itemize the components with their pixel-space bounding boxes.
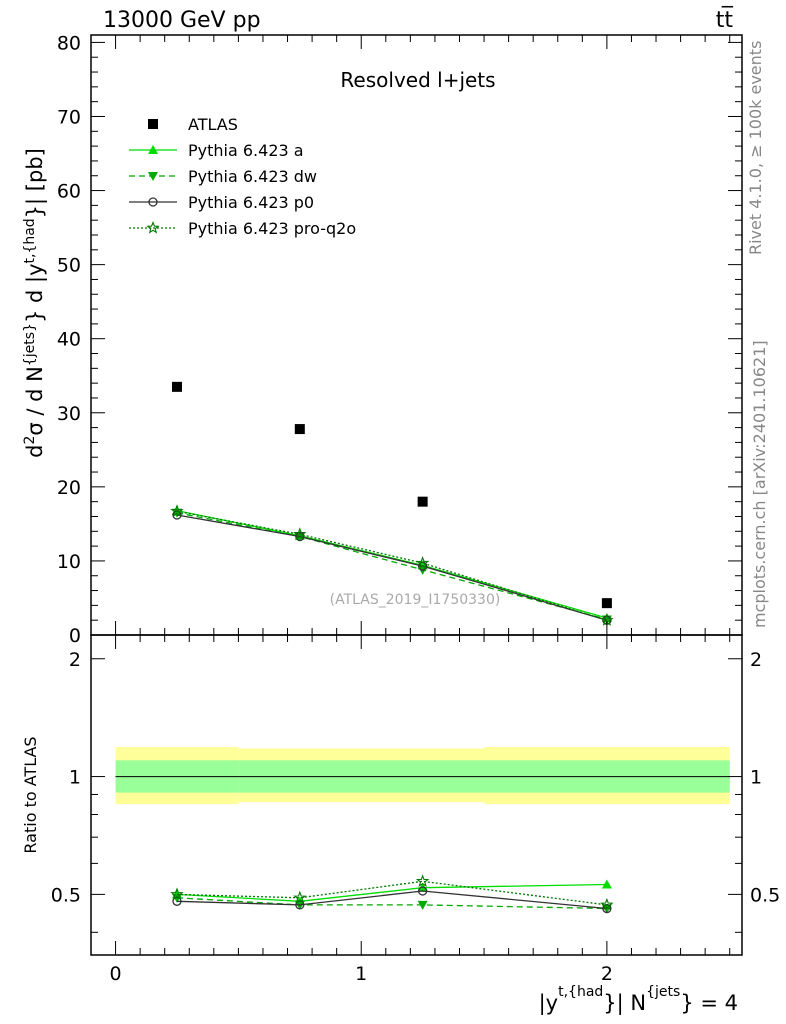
main-plot: Resolved l+jets (ATLAS_2019_I1750330) 0 1… bbox=[22, 32, 743, 647]
main-y-tick-label-3: 30 bbox=[57, 403, 81, 425]
main-y-tick-label-7: 70 bbox=[57, 106, 81, 128]
legend-marker-pythia-6-423-pro-q2o bbox=[146, 220, 160, 234]
legend-marker-pythia-6-423-p0 bbox=[148, 197, 158, 207]
ratio-y-tick-label-left-2: 2 bbox=[69, 649, 81, 671]
ratio-y-tick-label-right-2: 2 bbox=[750, 649, 762, 671]
ratio-line-pythia-6-423-a bbox=[176, 883, 607, 902]
main-y-tick-label-8: 80 bbox=[57, 32, 81, 54]
main-point-pythia-6-423-pro-q2o-0 bbox=[170, 504, 184, 517]
legend-label-pythia-6-423-dw: Pythia 6.423 dw bbox=[188, 167, 317, 186]
ratio-x-tick-label-1: 1 bbox=[355, 963, 367, 985]
atlas-data-point-3 bbox=[601, 598, 612, 609]
header-process-label: tt̅ bbox=[716, 6, 734, 33]
ratio-point-pythia-6-423-pro-q2o-2 bbox=[415, 874, 430, 887]
legend: ATLAS Pythia 6.423 a Pythia 6.423 dw Pythia… bbox=[129, 115, 356, 238]
main-point-pythia-6-423-p0-1 bbox=[295, 531, 305, 542]
main-y-tick-label-2: 20 bbox=[57, 477, 81, 499]
ratio-line-pythia-6-423-p0 bbox=[176, 890, 607, 910]
legend-label-pythia-6-423-pro-q2o: Pythia 6.423 pro-q2o bbox=[188, 219, 356, 238]
ratio-point-pythia-6-423-p0-1 bbox=[295, 900, 305, 910]
ratio-plot-frame bbox=[90, 634, 743, 956]
main-y-tick-label-5: 50 bbox=[57, 255, 81, 277]
ratio-point-pythia-6-423-pro-q2o-0 bbox=[170, 887, 184, 901]
svg-text:|yt,{had}| N{jets} = 4: |yt,{had}| N{jets} = 4 bbox=[539, 984, 738, 1016]
ratio-plot: 0.5 0.5 1 1 2 2 0 1 2 Ratio to ATLAS |yt,{had}| … bbox=[21, 634, 780, 1016]
main-y-tick-label-6: 60 bbox=[57, 181, 81, 203]
legend-label-pythia-6-423-a: Pythia 6.423 a bbox=[188, 141, 304, 160]
main-point-pythia-6-423-pro-q2o-1 bbox=[293, 527, 307, 540]
main-y-axis-label: d2σ / d N{jets}} d |yt,{had}| [pb] bbox=[22, 148, 48, 458]
main-point-pythia-6-423-p0-0 bbox=[172, 510, 182, 520]
ratio-x-tick-label-2: 2 bbox=[601, 963, 613, 985]
legend-label-pythia-6-423-p0: Pythia 6.423 p0 bbox=[188, 193, 314, 212]
svg-text:d2σ / d N{jets}} d |yt,{had}|: d2σ / d N{jets}} d |yt,{had}| [pb] bbox=[22, 148, 48, 458]
watermark-label: (ATLAS_2019_I1750330) bbox=[330, 592, 501, 608]
main-plot-title: Resolved l+jets bbox=[340, 68, 495, 92]
main-line-pythia-6-423-a bbox=[176, 509, 608, 619]
ratio-point-pythia-6-423-a-3 bbox=[601, 879, 612, 889]
ratio-y-tick-label-left-0: 0.5 bbox=[51, 884, 81, 906]
mcplots-label: mcplots.cern.ch [arXiv:2401.10621] bbox=[750, 340, 769, 628]
main-point-pythia-6-423-pro-q2o-2 bbox=[415, 555, 430, 569]
legend-marker-atlas bbox=[148, 119, 158, 129]
main-y-tick-label-4: 40 bbox=[57, 329, 81, 351]
rivet-version-label: Rivet 4.1.0, ≥ 100k events bbox=[746, 41, 765, 255]
ratio-line-pythia-6-423-pro-q2o bbox=[176, 880, 607, 906]
ratio-x-tick-label-0: 0 bbox=[110, 963, 122, 985]
ratio-point-pythia-6-423-dw-2 bbox=[417, 900, 428, 910]
atlas-data-point-1 bbox=[294, 424, 305, 435]
ratio-y-tick-label-right-0: 0.5 bbox=[750, 884, 780, 906]
legend-marker-pythia-6-423-dw bbox=[148, 172, 158, 181]
ratio-point-pythia-6-423-pro-q2o-3 bbox=[600, 897, 614, 911]
main-y-tick-label-0: 0 bbox=[69, 625, 81, 647]
main-point-pythia-6-423-p0-2 bbox=[417, 561, 428, 571]
legend-marker-pythia-6-423-a bbox=[148, 145, 158, 154]
header-energy-label: 13000 GeV pp bbox=[103, 8, 261, 33]
atlas-data-point-0 bbox=[171, 381, 182, 392]
ratio-y-tick-label-right-1: 1 bbox=[750, 767, 762, 789]
main-y-tick-label-1: 10 bbox=[57, 551, 81, 573]
legend-label-atlas: ATLAS bbox=[188, 115, 238, 134]
ratio-x-axis-label: |yt,{had}| N{jets} = 4 bbox=[539, 984, 738, 1016]
ratio-point-pythia-6-423-p0-2 bbox=[417, 886, 428, 896]
ratio-line-pythia-6-423-dw bbox=[176, 897, 607, 910]
main-line-pythia-6-423-dw bbox=[176, 512, 608, 621]
ratio-y-axis-label: Ratio to ATLAS bbox=[21, 736, 40, 853]
ratio-point-pythia-6-423-pro-q2o-1 bbox=[293, 890, 307, 904]
ratio-y-tick-label-left-1: 1 bbox=[69, 767, 81, 789]
main-line-pythia-6-423-pro-q2o bbox=[176, 510, 608, 621]
main-line-pythia-6-423-p0 bbox=[176, 514, 608, 621]
atlas-data-point-2 bbox=[417, 496, 428, 507]
